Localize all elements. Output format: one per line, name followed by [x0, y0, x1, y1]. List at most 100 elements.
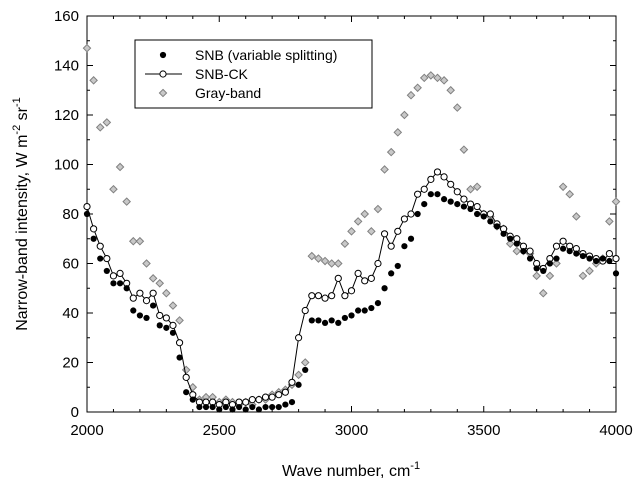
legend-marker [158, 88, 168, 98]
y-tick-label: 60 [62, 256, 79, 273]
data-point [354, 269, 362, 277]
data-point [109, 272, 118, 280]
data-point [314, 292, 323, 300]
data-point [83, 202, 91, 211]
data-point [156, 311, 164, 320]
data-point [360, 209, 370, 219]
data-point [400, 215, 408, 223]
data-point [149, 289, 157, 297]
data-point [288, 399, 296, 406]
data-point [393, 128, 403, 137]
data-point [150, 302, 157, 309]
data-point [341, 314, 348, 322]
data-point [440, 196, 448, 203]
data-point [196, 403, 203, 411]
data-point [282, 401, 289, 408]
data-point [553, 255, 560, 262]
data-point [315, 317, 322, 324]
data-point [545, 271, 555, 281]
data-point [361, 307, 368, 314]
data-point [202, 403, 210, 411]
y-tick-label: 0 [71, 404, 79, 421]
data-point [420, 185, 428, 193]
data-point [480, 213, 487, 220]
x-tick-label: 4000 [599, 422, 632, 439]
data-point [136, 312, 143, 319]
data-point [361, 277, 369, 285]
data-point [176, 354, 183, 361]
data-point [407, 235, 415, 242]
series-2 [83, 168, 620, 409]
data-point [294, 370, 303, 380]
data-point [341, 292, 349, 300]
data-point [328, 292, 336, 300]
data-point [103, 267, 110, 275]
data-point [96, 242, 104, 250]
data-point [454, 201, 461, 208]
data-point [302, 366, 309, 374]
data-point [526, 255, 534, 262]
legend-marker [159, 51, 167, 59]
data-point [540, 267, 547, 275]
y-tick-label: 80 [62, 206, 79, 223]
data-point [335, 319, 342, 326]
data-point [513, 240, 520, 247]
data-point [288, 378, 296, 386]
data-point [559, 237, 567, 245]
data-point [585, 266, 594, 276]
data-point [123, 285, 130, 292]
data-point [434, 191, 441, 198]
data-point [552, 242, 561, 250]
data-point [275, 403, 282, 411]
data-point [388, 270, 395, 277]
data-point [512, 246, 522, 256]
data-point [433, 73, 442, 83]
data-point [90, 235, 97, 242]
x-tick-label: 2500 [203, 422, 236, 439]
data-point [520, 248, 527, 255]
data-point [460, 203, 468, 210]
data-point [406, 90, 416, 100]
data-point [447, 180, 455, 188]
data-point [447, 198, 454, 205]
data-point [162, 288, 171, 298]
data-point [572, 212, 581, 221]
data-point [367, 227, 376, 236]
data-point [148, 274, 158, 283]
data-point [103, 254, 111, 263]
data-point [546, 260, 553, 267]
data-point [347, 287, 356, 295]
data-point [474, 210, 481, 218]
data-point [387, 242, 395, 250]
data-point [115, 162, 125, 172]
data-point [507, 235, 514, 242]
data-point [459, 145, 469, 154]
x-axis-label: Wave number, cm-1 [282, 460, 420, 480]
data-point [401, 243, 408, 250]
data-point [182, 373, 190, 381]
data-point [579, 252, 587, 260]
data-point [136, 289, 144, 297]
data-point [281, 388, 289, 396]
data-point [155, 278, 165, 288]
data-point [169, 329, 177, 336]
data-point [255, 406, 263, 413]
data-point [90, 225, 98, 233]
data-point [321, 319, 329, 326]
data-point [216, 406, 223, 413]
data-point [427, 175, 435, 183]
data-point [538, 288, 548, 298]
data-point [116, 280, 124, 287]
data-point [314, 254, 323, 263]
data-point [181, 365, 191, 375]
data-point [566, 248, 573, 255]
data-point [565, 189, 575, 199]
data-point [97, 255, 104, 262]
data-point [394, 227, 402, 235]
data-point [467, 205, 474, 213]
axis-ticks [86, 15, 617, 413]
x-axis-label-sup: -1 [410, 460, 420, 472]
data-point [102, 118, 112, 127]
data-point [500, 230, 507, 237]
data-point [605, 217, 614, 226]
